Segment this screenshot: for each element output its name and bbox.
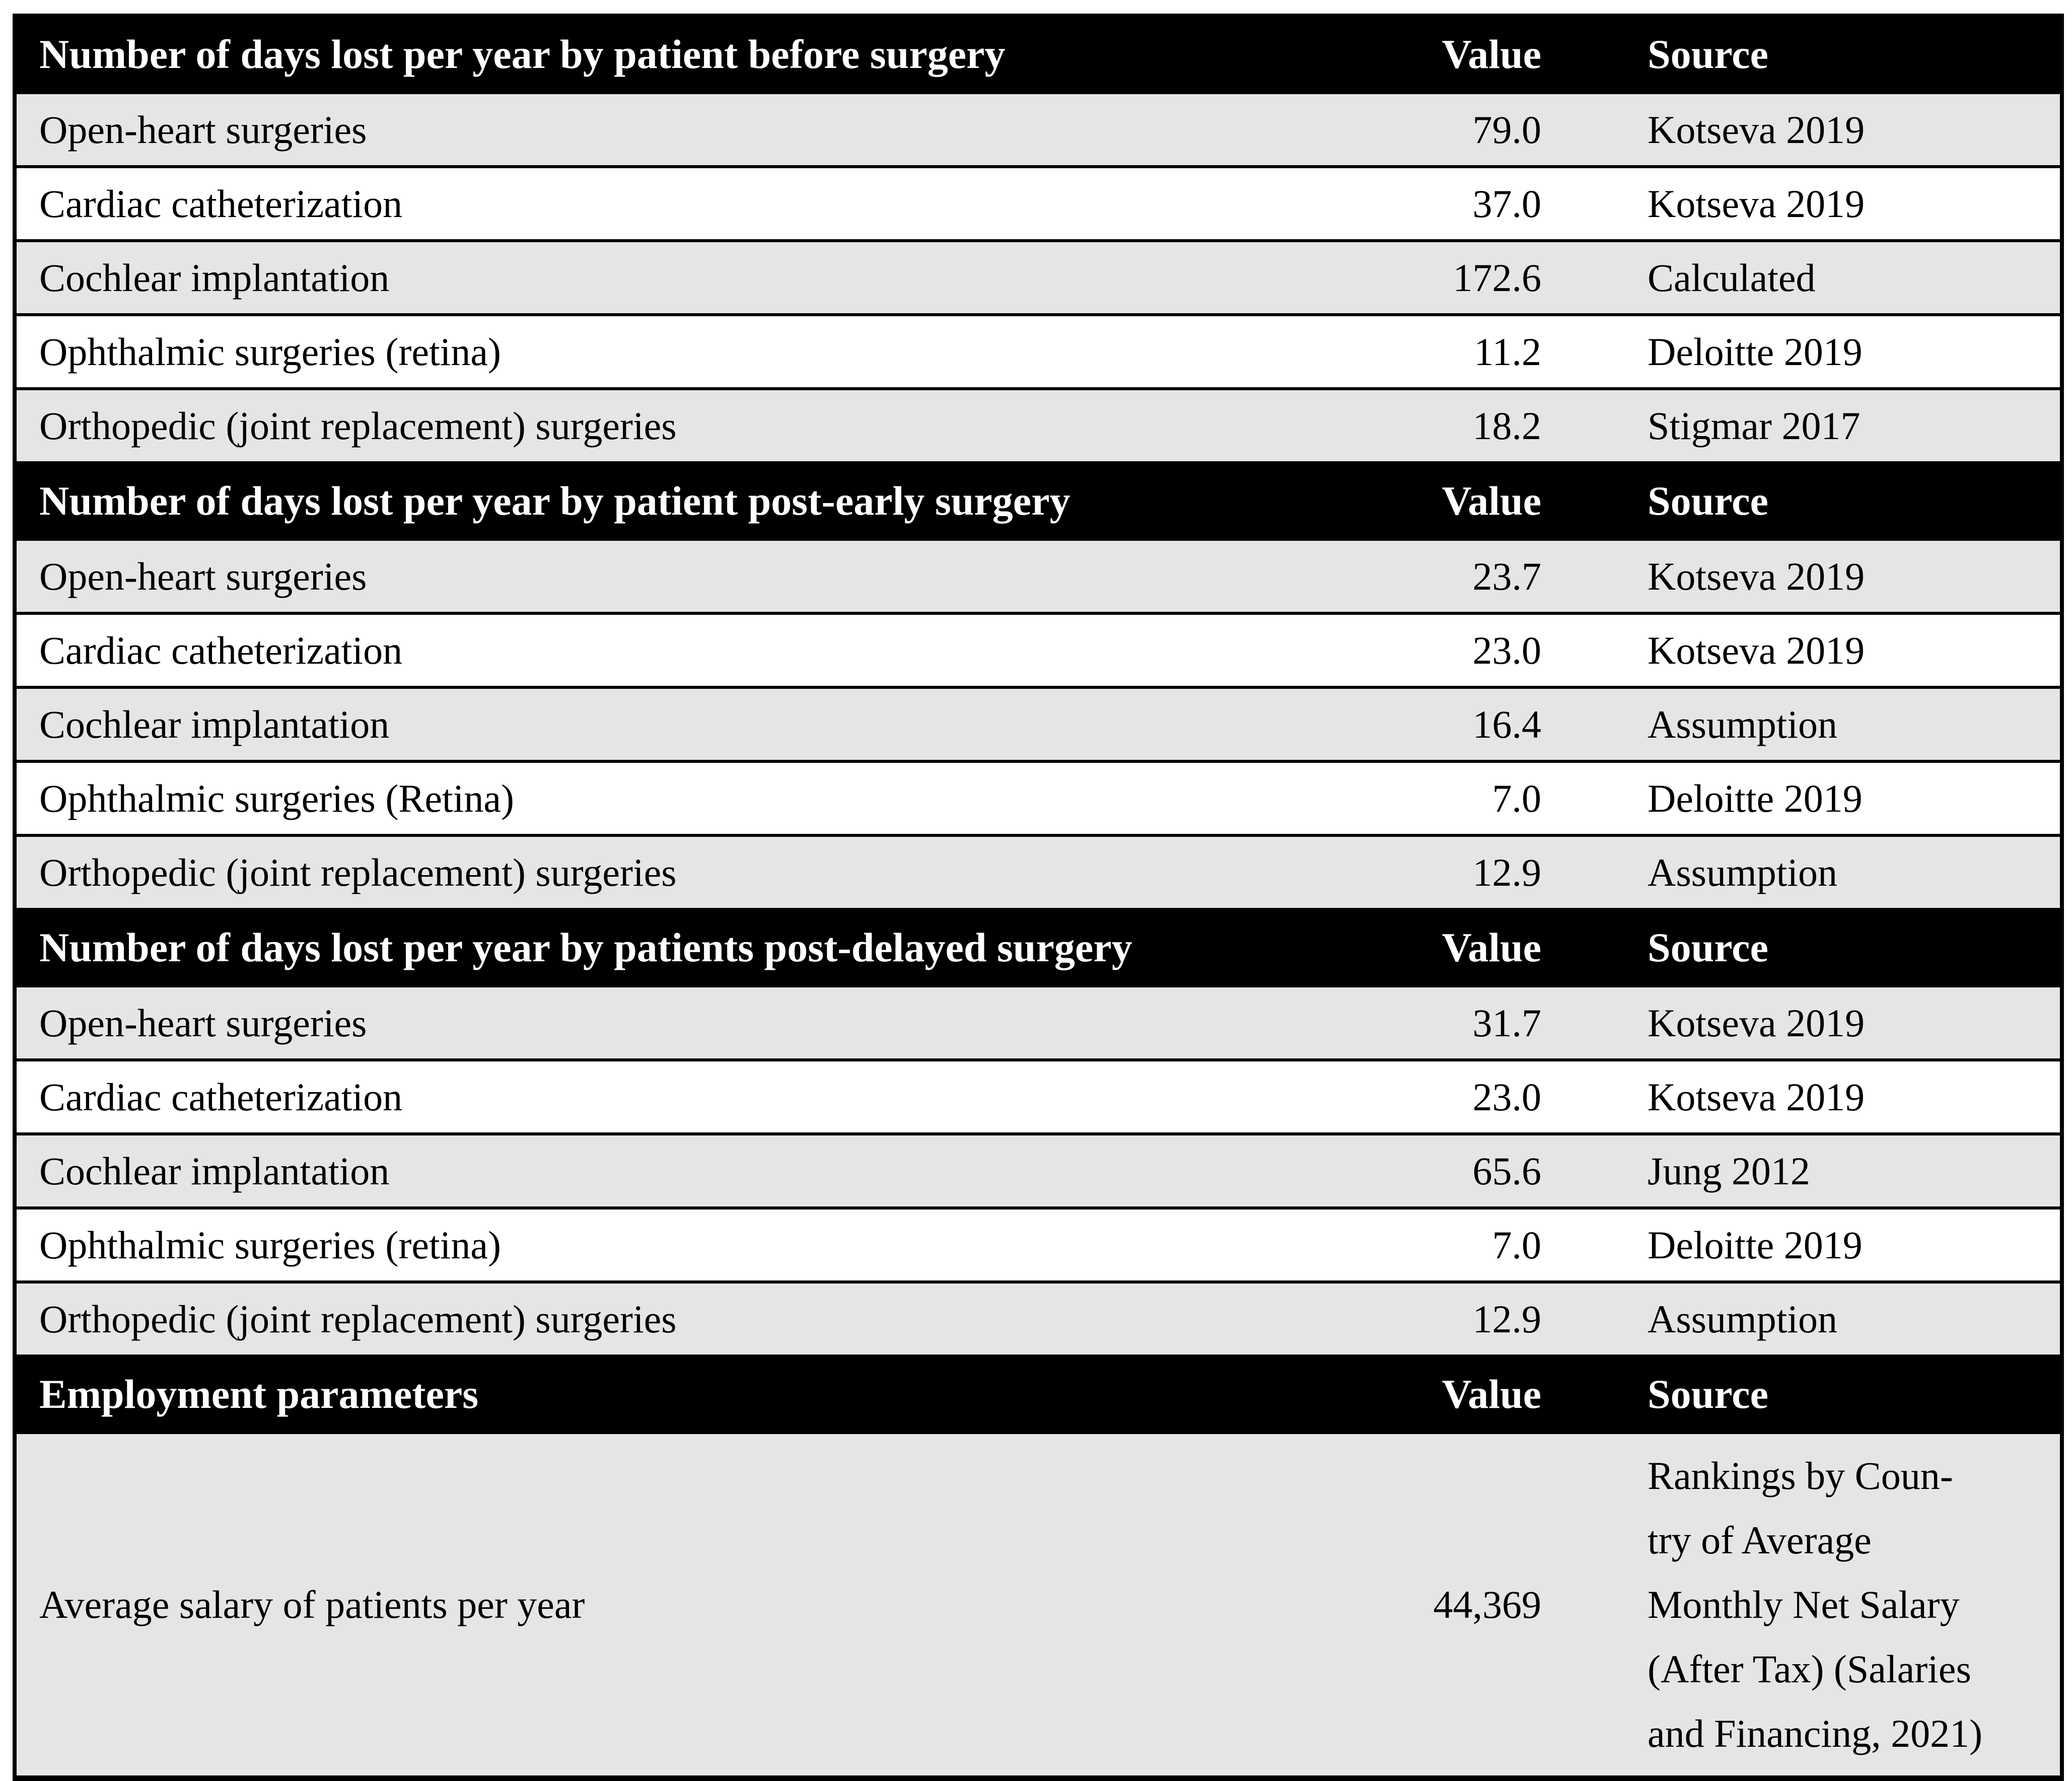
row-source: Kotseva 2019 [1627,1058,2062,1134]
row-source: Assumption [1627,1280,2062,1356]
row-value: 37.0 [1346,165,1627,241]
table-row: Orthopedic (joint replacement) surgeries… [15,387,2062,463]
column-header-value: Value [1346,908,1627,986]
table-row: Orthopedic (joint replacement) surgeries… [15,1280,2062,1356]
column-header-source: Source [1627,908,2062,986]
row-source: Deloitte 2019 [1627,760,2062,835]
row-label: Ophthalmic surgeries (retina) [15,1206,1346,1282]
table-row: Cochlear implantation 65.6 Jung 2012 [15,1132,2062,1208]
column-header-value: Value [1346,14,1627,93]
section-header-row: Number of days lost per year by patient … [15,14,2062,93]
row-label: Ophthalmic surgeries (retina) [15,313,1346,389]
row-source: Assumption [1627,834,2062,909]
row-label: Cochlear implantation [15,686,1346,761]
row-source: Rankings by Coun- try of Average Monthly… [1627,1431,2062,1778]
table-row: Ophthalmic surgeries (retina) 11.2 Deloi… [15,313,2062,389]
row-label: Open-heart surgeries [15,984,1346,1060]
row-value: 23.0 [1346,1058,1627,1134]
row-source: Kotseva 2019 [1627,612,2062,687]
row-label: Orthopedic (joint replacement) surgeries [15,1280,1346,1356]
row-label: Cochlear implantation [15,1132,1346,1208]
column-header-value: Value [1346,1355,1627,1433]
section-title: Employment parameters [15,1355,1346,1433]
row-source: Calculated [1627,239,2062,315]
row-label: Cochlear implantation [15,239,1346,315]
table-row: Cardiac catheterization 23.0 Kotseva 201… [15,612,2062,687]
section-header-row: Employment parameters Value Source [15,1355,2062,1433]
row-value: 79.0 [1346,91,1627,167]
row-label: Orthopedic (joint replacement) surgeries [15,834,1346,909]
section-title: Number of days lost per year by patient … [15,461,1346,539]
row-source: Kotseva 2019 [1627,984,2062,1060]
column-header-source: Source [1627,461,2062,539]
row-source: Assumption [1627,686,2062,761]
row-value: 44,369 [1346,1431,1627,1778]
row-source: Kotseva 2019 [1627,91,2062,167]
row-label: Cardiac catheterization [15,1058,1346,1134]
table-row: Cochlear implantation 172.6 Calculated [15,239,2062,315]
row-label: Cardiac catheterization [15,165,1346,241]
table-row: Open-heart surgeries 31.7 Kotseva 2019 [15,984,2062,1060]
table-row: Open-heart surgeries 23.7 Kotseva 2019 [15,538,2062,613]
row-value: 11.2 [1346,313,1627,389]
row-value: 7.0 [1346,1206,1627,1282]
row-value: 23.7 [1346,538,1627,613]
table-row: Average salary of patients per year 44,3… [15,1431,2062,1778]
row-value: 31.7 [1346,984,1627,1060]
row-source: Stigmar 2017 [1627,387,2062,463]
row-value: 172.6 [1346,239,1627,315]
table-row: Open-heart surgeries 79.0 Kotseva 2019 [15,91,2062,167]
row-value: 12.9 [1346,834,1627,909]
column-header-source: Source [1627,14,2062,93]
table-row: Cardiac catheterization 23.0 Kotseva 201… [15,1058,2062,1134]
row-source: Jung 2012 [1627,1132,2062,1208]
row-label: Average salary of patients per year [15,1431,1346,1778]
table-row: Ophthalmic surgeries (Retina) 7.0 Deloit… [15,760,2062,835]
row-value: 18.2 [1346,387,1627,463]
column-header-source: Source [1627,1355,2062,1433]
section-header-row: Number of days lost per year by patient … [15,461,2062,539]
row-label: Open-heart surgeries [15,91,1346,167]
parameters-table: Number of days lost per year by patient … [13,14,2064,1781]
row-value: 7.0 [1346,760,1627,835]
table-row: Orthopedic (joint replacement) surgeries… [15,834,2062,909]
row-value: 12.9 [1346,1280,1627,1356]
column-header-value: Value [1346,461,1627,539]
row-label: Cardiac catheterization [15,612,1346,687]
row-value: 23.0 [1346,612,1627,687]
row-source: Deloitte 2019 [1627,1206,2062,1282]
row-source: Kotseva 2019 [1627,165,2062,241]
table-row: Cochlear implantation 16.4 Assumption [15,686,2062,761]
row-label: Ophthalmic surgeries (Retina) [15,760,1346,835]
row-source: Kotseva 2019 [1627,538,2062,613]
table-row: Cardiac catheterization 37.0 Kotseva 201… [15,165,2062,241]
section-title: Number of days lost per year by patients… [15,908,1346,986]
row-label: Orthopedic (joint replacement) surgeries [15,387,1346,463]
row-source: Deloitte 2019 [1627,313,2062,389]
section-header-row: Number of days lost per year by patients… [15,908,2062,986]
row-value: 65.6 [1346,1132,1627,1208]
table-row: Ophthalmic surgeries (retina) 7.0 Deloit… [15,1206,2062,1282]
row-value: 16.4 [1346,686,1627,761]
row-label: Open-heart surgeries [15,538,1346,613]
section-title: Number of days lost per year by patient … [15,14,1346,93]
